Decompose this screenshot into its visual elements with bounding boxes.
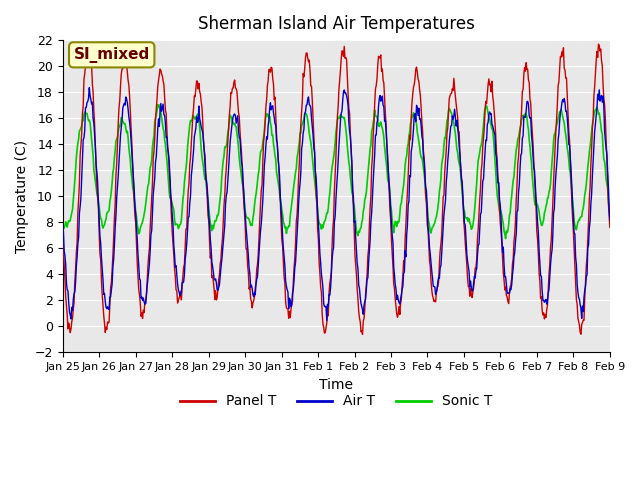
Text: SI_mixed: SI_mixed — [74, 47, 150, 63]
Title: Sherman Island Air Temperatures: Sherman Island Air Temperatures — [198, 15, 475, 33]
Y-axis label: Temperature (C): Temperature (C) — [15, 140, 29, 253]
Legend: Panel T, Air T, Sonic T: Panel T, Air T, Sonic T — [175, 389, 498, 414]
X-axis label: Time: Time — [319, 377, 353, 392]
